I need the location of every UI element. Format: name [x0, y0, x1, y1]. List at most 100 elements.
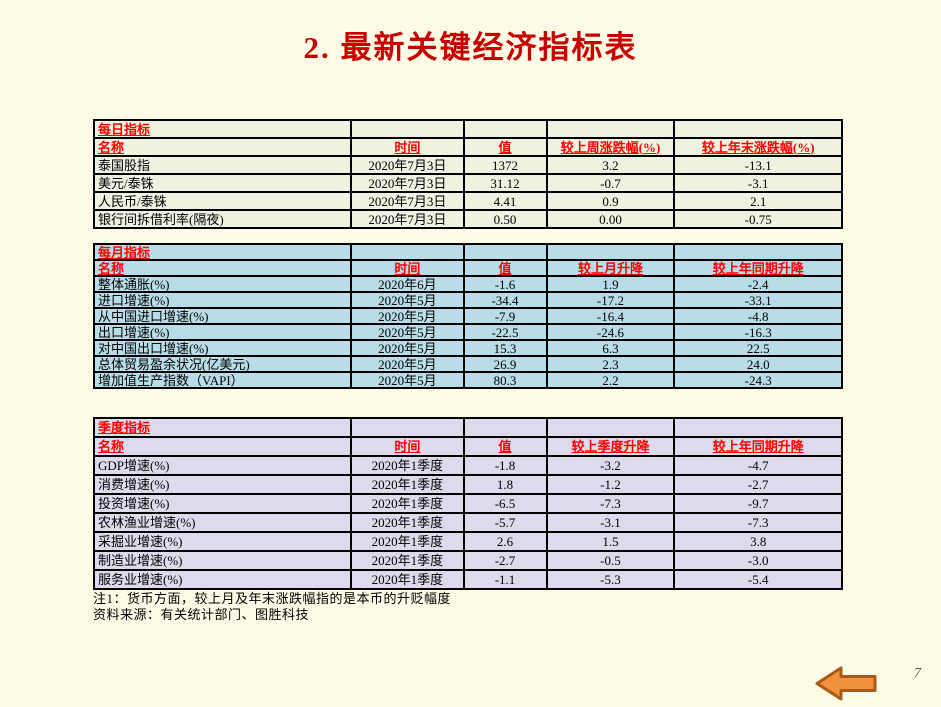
- table-row: 服务业增速(%) 2020年1季度 -1.1 -5.3 -5.4: [92, 569, 843, 590]
- value-cell: -24.6: [545, 323, 676, 341]
- value-cell: -24.3: [673, 371, 843, 389]
- empty-cell: [462, 417, 548, 438]
- value-cell: -3.2: [545, 455, 676, 476]
- indicator-name-cell: 泰国股指: [92, 155, 353, 175]
- column-header-cell: 名称: [92, 259, 353, 277]
- indicator-name-cell: 出口增速(%): [92, 323, 353, 341]
- indicator-name-cell: 投资增速(%): [92, 493, 353, 514]
- table-row: 农林渔业增速(%) 2020年1季度 -5.7 -3.1 -7.3: [92, 512, 843, 533]
- column-header-cell: 较上年末涨跌幅(%): [673, 137, 843, 157]
- value-cell: -3.1: [545, 512, 676, 533]
- empty-cell: [350, 119, 465, 139]
- value-cell: 2.1: [673, 191, 843, 211]
- table-row: 投资增速(%) 2020年1季度 -6.5 -7.3 -9.7: [92, 493, 843, 514]
- daily-indicators-grid: 每日指标 名称 时间值较上周涨跌幅(%) 较上年末涨跌幅(%) 泰国股指 2020年7月3…: [92, 119, 843, 229]
- value-cell: 1.9: [545, 275, 676, 293]
- value-cell: -13.1: [673, 155, 843, 175]
- value-cell: 2020年6月: [350, 275, 465, 293]
- value-cell: -7.9: [462, 307, 548, 325]
- value-cell: 2020年5月: [350, 355, 465, 373]
- value-cell: -34.4: [462, 291, 548, 309]
- empty-cell: [545, 243, 676, 261]
- daily-indicators-table: 每日指标 名称 时间值较上周涨跌幅(%) 较上年末涨跌幅(%) 泰国股指 2020年7月3…: [92, 119, 843, 229]
- value-cell: -33.1: [673, 291, 843, 309]
- table-row: 美元/泰铢 2020年7月3日 31.12 -0.7 -3.1: [92, 173, 843, 193]
- indicator-name-cell: 银行间拆借利率(隔夜): [92, 209, 353, 229]
- column-header-cell: 名称: [92, 436, 353, 457]
- empty-cell: [350, 243, 465, 261]
- empty-cell: [545, 119, 676, 139]
- table-row: 总体贸易盈余状况(亿美元) 2020年5月 26.9 2.3 24.0: [92, 355, 843, 373]
- value-cell: 22.5: [673, 339, 843, 357]
- value-cell: 26.9: [462, 355, 548, 373]
- indicator-name-cell: 服务业增速(%): [92, 569, 353, 590]
- indicator-name-cell: 从中国进口增速(%): [92, 307, 353, 325]
- indicator-name-cell: 总体贸易盈余状况(亿美元): [92, 355, 353, 373]
- indicator-name-cell: 人民币/泰铢: [92, 191, 353, 211]
- table-row: 整体通胀(%) 2020年6月 -1.6 1.9 -2.4: [92, 275, 843, 293]
- value-cell: -22.5: [462, 323, 548, 341]
- value-cell: 2.6: [462, 531, 548, 552]
- value-cell: 2020年7月3日: [350, 173, 465, 193]
- value-cell: 6.3: [545, 339, 676, 357]
- indicator-name-cell: 进口增速(%): [92, 291, 353, 309]
- table-row: 进口增速(%) 2020年5月 -34.4 -17.2 -33.1: [92, 291, 843, 309]
- back-arrow-button[interactable]: [814, 665, 878, 702]
- monthly-indicators-table: 每月指标 名称 时间值较上月升降 较上年同期升降 整体通胀(%) 2020年6月 -1.6 1…: [92, 243, 843, 389]
- value-cell: 2020年1季度: [350, 455, 465, 476]
- value-cell: 2020年5月: [350, 371, 465, 389]
- table-row: 对中国出口增速(%) 2020年5月 15.3 6.3 22.5: [92, 339, 843, 357]
- monthly-indicators-grid: 每月指标 名称 时间值较上月升降 较上年同期升降 整体通胀(%) 2020年6月 -1.6 1…: [92, 243, 843, 389]
- value-cell: 2020年7月3日: [350, 209, 465, 229]
- value-cell: -1.1: [462, 569, 548, 590]
- indicator-name-cell: 对中国出口增速(%): [92, 339, 353, 357]
- indicator-name-cell: 农林渔业增速(%): [92, 512, 353, 533]
- quarterly-indicators-grid: 季度指标 名称 时间值较上季度升降 较上年同期升降 GDP增速(%) 2020年1季度 -1…: [92, 417, 843, 590]
- column-header-cell: 值: [462, 137, 548, 157]
- table-title-row: 季度指标: [92, 417, 843, 438]
- value-cell: -1.2: [545, 474, 676, 495]
- table-title-cell: 每月指标: [92, 243, 353, 261]
- indicator-name-cell: 采掘业增速(%): [92, 531, 353, 552]
- value-cell: 2020年7月3日: [350, 155, 465, 175]
- column-header-cell: 时间: [350, 436, 465, 457]
- indicator-name-cell: 美元/泰铢: [92, 173, 353, 193]
- table-row: 采掘业增速(%) 2020年1季度 2.6 1.5 3.8: [92, 531, 843, 552]
- column-header-cell: 时间: [350, 259, 465, 277]
- value-cell: -16.4: [545, 307, 676, 325]
- value-cell: 2.2: [545, 371, 676, 389]
- value-cell: -0.75: [673, 209, 843, 229]
- empty-cell: [673, 417, 843, 438]
- indicator-name-cell: 消费增速(%): [92, 474, 353, 495]
- value-cell: -0.5: [545, 550, 676, 571]
- value-cell: 31.12: [462, 173, 548, 193]
- column-header-cell: 较上月升降: [545, 259, 676, 277]
- value-cell: 2020年1季度: [350, 550, 465, 571]
- page-title: 2. 最新关键经济指标表: [303, 30, 638, 65]
- table-row: 泰国股指 2020年7月3日 1372 3.2 -13.1: [92, 155, 843, 175]
- value-cell: 2020年1季度: [350, 474, 465, 495]
- column-header-cell: 较上季度升降: [545, 436, 676, 457]
- column-header-cell: 较上年同期升降: [673, 259, 843, 277]
- value-cell: -7.3: [545, 493, 676, 514]
- table-row: GDP增速(%) 2020年1季度 -1.8 -3.2 -4.7: [92, 455, 843, 476]
- footnote-currency-note: 注1：货币方面，较上月及年末涨跌幅指的是本币的升贬幅度: [93, 591, 452, 606]
- value-cell: 15.3: [462, 339, 548, 357]
- value-cell: -5.7: [462, 512, 548, 533]
- value-cell: 0.50: [462, 209, 548, 229]
- value-cell: 0.00: [545, 209, 676, 229]
- value-cell: -3.0: [673, 550, 843, 571]
- column-header-cell: 名称: [92, 137, 353, 157]
- empty-cell: [462, 119, 548, 139]
- quarterly-indicators-table: 季度指标 名称 时间值较上季度升降 较上年同期升降 GDP增速(%) 2020年1季度 -1…: [92, 417, 843, 590]
- column-header-row: 名称 时间值较上月升降 较上年同期升降: [92, 259, 843, 277]
- value-cell: 1372: [462, 155, 548, 175]
- value-cell: 2020年1季度: [350, 569, 465, 590]
- value-cell: -1.8: [462, 455, 548, 476]
- footnote-data-source: 资料来源：有关统计部门、图胜科技: [93, 607, 310, 622]
- value-cell: -9.7: [673, 493, 843, 514]
- value-cell: 24.0: [673, 355, 843, 373]
- value-cell: -7.3: [673, 512, 843, 533]
- table-row: 制造业增速(%) 2020年1季度 -2.7 -0.5 -3.0: [92, 550, 843, 571]
- value-cell: 1.8: [462, 474, 548, 495]
